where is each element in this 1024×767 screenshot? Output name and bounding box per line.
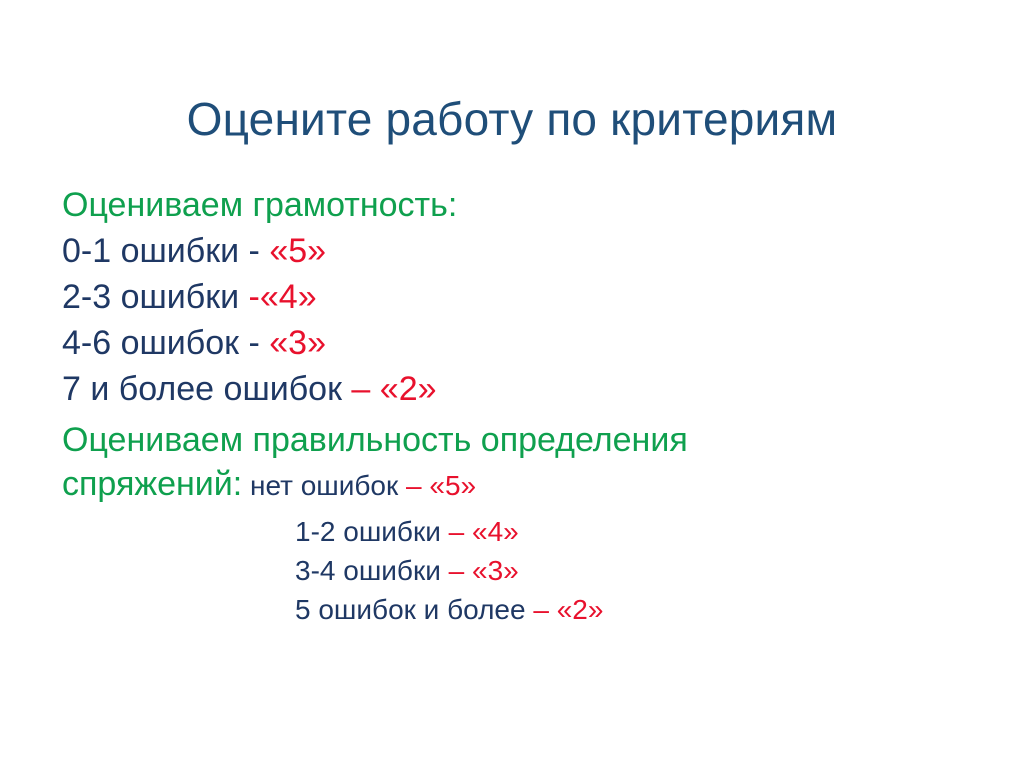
criteria-row-conjugation-1: 1-2 ошибки – «4» xyxy=(295,512,962,551)
grade-value: «4» xyxy=(259,278,317,316)
criteria-row-conjugation-0: нет ошибок – «5» xyxy=(242,470,476,501)
section-heading-grammar: Оцениваем грамотность: xyxy=(62,186,458,224)
criteria-row-conjugation-2: 3-4 ошибки – «3» xyxy=(295,551,962,590)
criteria-row-grammar-4: 7 и более ошибок – «2» xyxy=(62,366,962,412)
grade-value: «3» xyxy=(269,324,326,362)
criterion-separator: – xyxy=(525,594,557,625)
grade-value: «2» xyxy=(379,370,437,408)
criteria-row-conjugation-3: 5 ошибок и более – «2» xyxy=(295,590,962,629)
criterion-label: 7 и более ошибок xyxy=(62,370,342,408)
criterion-label: нет ошибок xyxy=(250,470,399,501)
criteria-row-grammar-2: 2-3 ошибки -«4» xyxy=(62,274,962,320)
section-heading-conjugation: Оцениваем правильность определения спряж… xyxy=(62,421,688,503)
criterion-separator: – xyxy=(341,370,380,408)
grade-value: «3» xyxy=(472,555,519,586)
criterion-label: 3-4 ошибки xyxy=(295,555,441,586)
section-heading-conjugation-block: Оцениваем правильность определения спряж… xyxy=(62,418,822,508)
grade-value: «5» xyxy=(269,232,327,270)
criterion-separator: – xyxy=(440,516,472,547)
criterion-label: 2-3 ошибки xyxy=(62,278,240,316)
page-title: Оцените работу по критериям xyxy=(186,92,838,145)
criterion-separator: - xyxy=(239,232,270,270)
criterion-separator: - xyxy=(239,324,270,362)
criterion-separator: - xyxy=(239,278,260,316)
criteria-sublist-conjugation: 1-2 ошибки – «4» 3-4 ошибки – «3» 5 ошиб… xyxy=(62,512,962,629)
criterion-label: 1-2 ошибки xyxy=(295,516,441,547)
slide-body: Оцениваем грамотность: 0-1 ошибки - «5» … xyxy=(62,182,962,629)
grade-value: «5» xyxy=(429,470,477,501)
criterion-label: 5 ошибок и более xyxy=(295,594,526,625)
criterion-label: 4-6 ошибок xyxy=(62,324,240,362)
criteria-row-grammar-3: 4-6 ошибок - «3» xyxy=(62,320,962,366)
grade-value: «4» xyxy=(472,516,519,547)
grade-value: «2» xyxy=(556,594,604,625)
criterion-separator: – xyxy=(440,555,472,586)
criterion-label: 0-1 ошибки xyxy=(62,232,240,270)
criteria-row-grammar-1: 0-1 ошибки - «5» xyxy=(62,228,962,274)
criterion-separator: – xyxy=(398,470,430,501)
